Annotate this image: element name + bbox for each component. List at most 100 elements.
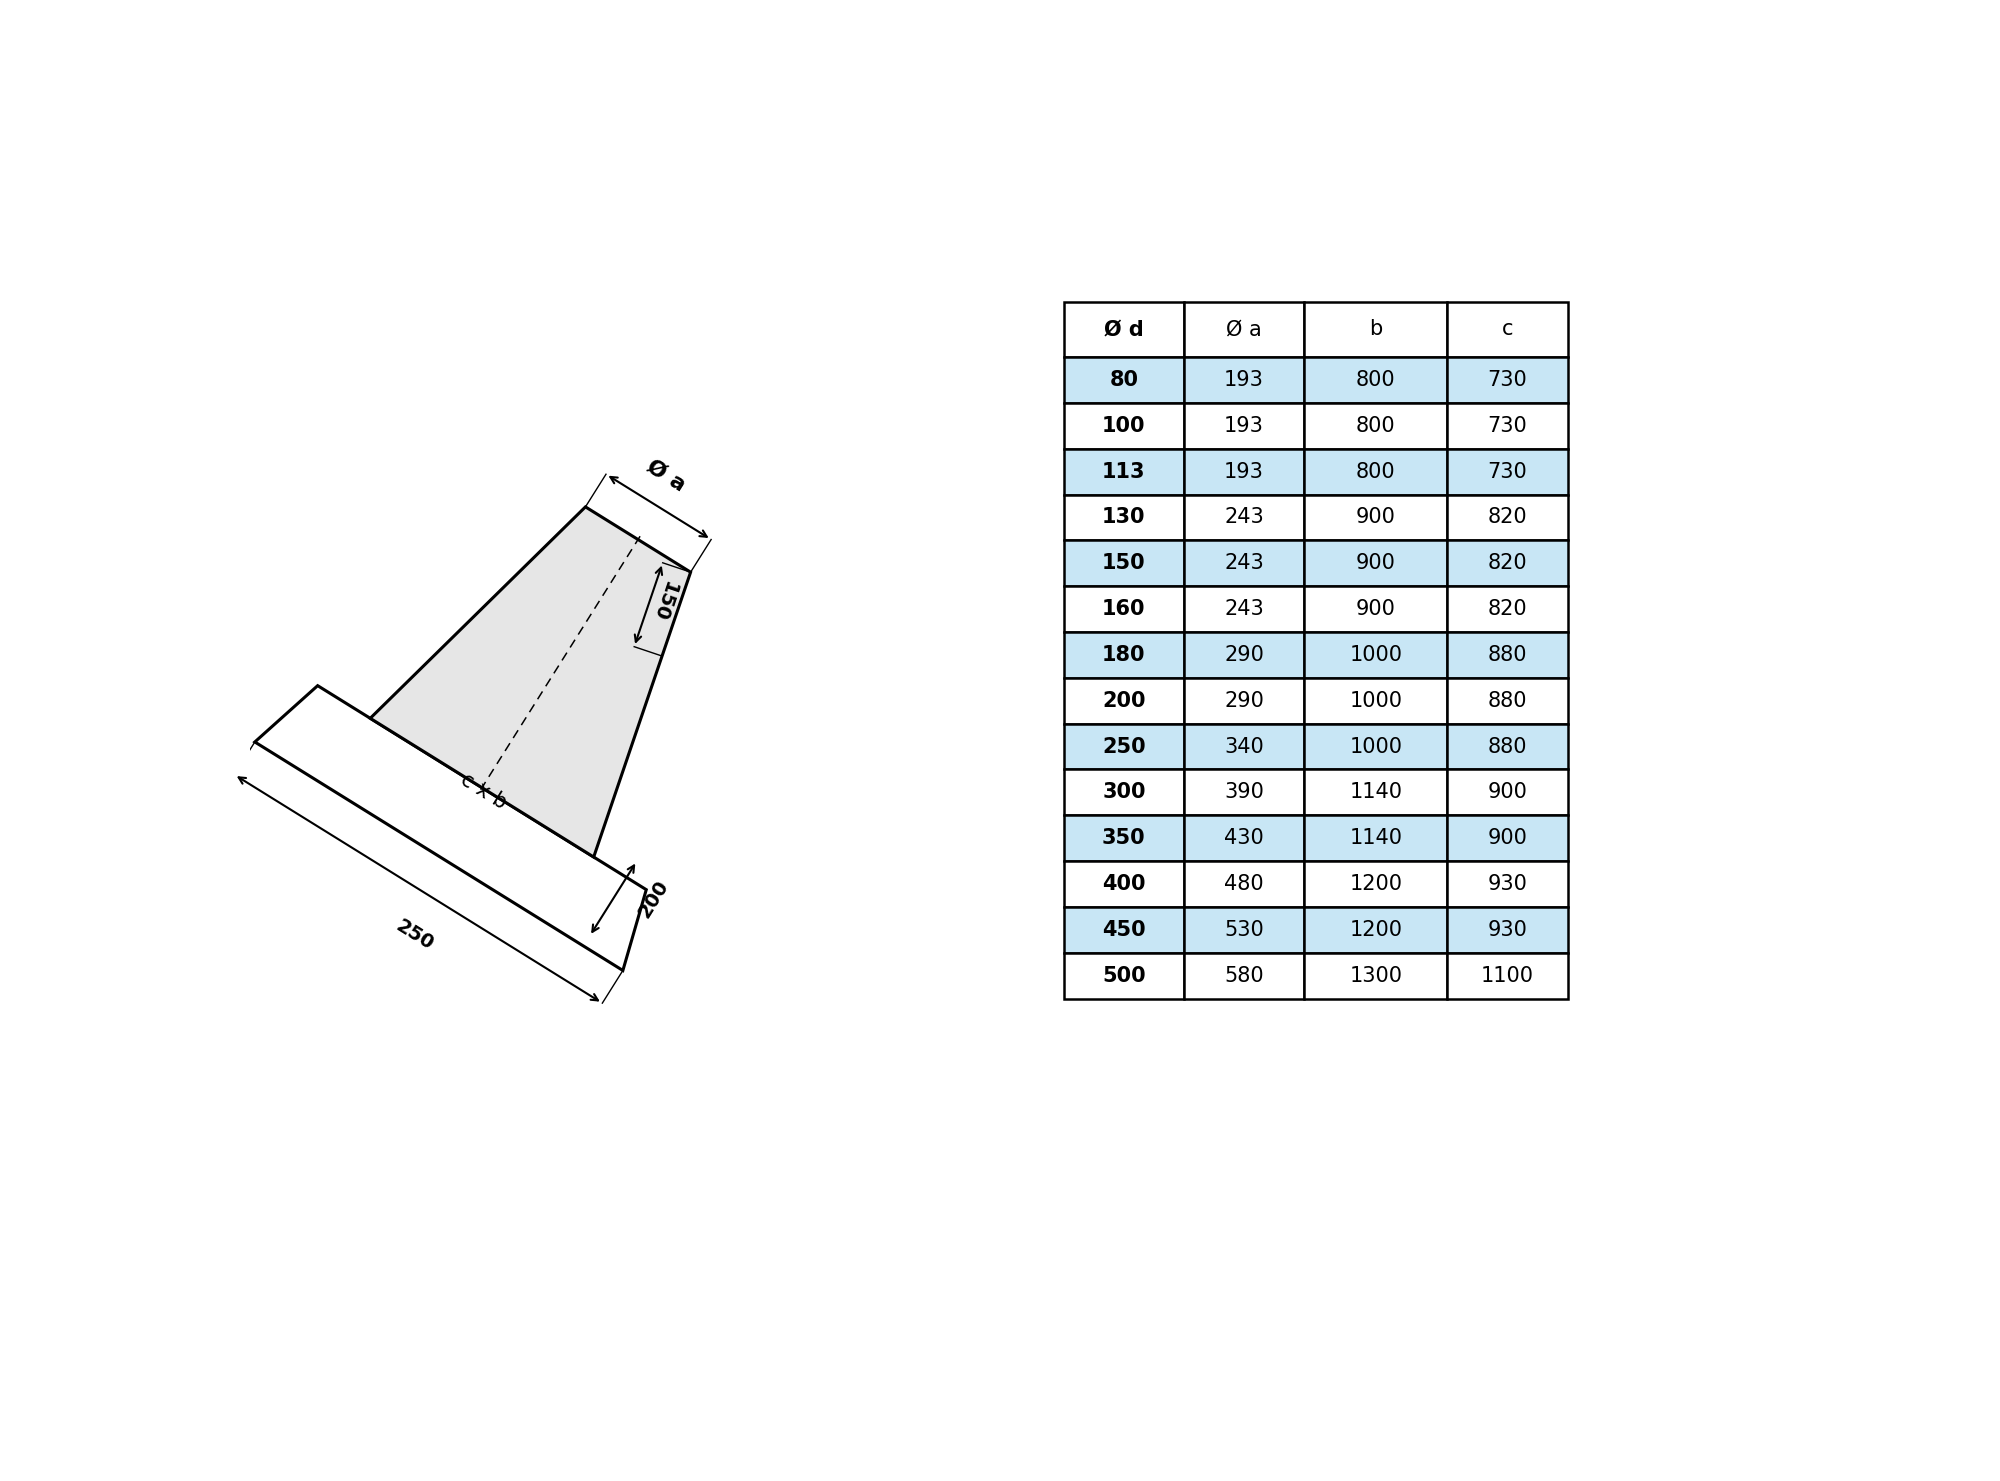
- Text: Ø a: Ø a: [642, 456, 688, 495]
- FancyBboxPatch shape: [1184, 403, 1304, 449]
- FancyBboxPatch shape: [1064, 632, 1184, 678]
- Polygon shape: [370, 507, 690, 857]
- Text: 800: 800: [1356, 416, 1396, 435]
- FancyBboxPatch shape: [1304, 815, 1448, 860]
- FancyBboxPatch shape: [1064, 678, 1184, 724]
- FancyBboxPatch shape: [1184, 357, 1304, 403]
- FancyBboxPatch shape: [1304, 449, 1448, 495]
- FancyBboxPatch shape: [1448, 678, 1568, 724]
- FancyBboxPatch shape: [1184, 495, 1304, 541]
- Text: 193: 193: [1224, 462, 1264, 481]
- FancyBboxPatch shape: [1184, 770, 1304, 815]
- FancyBboxPatch shape: [1304, 302, 1448, 357]
- FancyBboxPatch shape: [1184, 860, 1304, 906]
- FancyBboxPatch shape: [1064, 586, 1184, 632]
- FancyBboxPatch shape: [1448, 586, 1568, 632]
- FancyBboxPatch shape: [1184, 906, 1304, 952]
- FancyBboxPatch shape: [1304, 357, 1448, 403]
- Text: 580: 580: [1224, 966, 1264, 986]
- Text: 450: 450: [1102, 920, 1146, 940]
- Text: 730: 730: [1488, 462, 1528, 481]
- Text: 930: 930: [1488, 920, 1528, 940]
- FancyBboxPatch shape: [1064, 724, 1184, 770]
- FancyBboxPatch shape: [1064, 449, 1184, 495]
- Text: 1100: 1100: [1480, 966, 1534, 986]
- Text: 243: 243: [1224, 508, 1264, 527]
- Text: 113: 113: [1102, 462, 1146, 481]
- Text: 500: 500: [1102, 966, 1146, 986]
- Text: 880: 880: [1488, 690, 1528, 711]
- FancyBboxPatch shape: [1064, 906, 1184, 952]
- FancyBboxPatch shape: [1448, 952, 1568, 998]
- Text: 480: 480: [1224, 874, 1264, 895]
- FancyBboxPatch shape: [1448, 357, 1568, 403]
- Text: 820: 820: [1488, 508, 1528, 527]
- FancyBboxPatch shape: [1448, 302, 1568, 357]
- Text: 820: 820: [1488, 600, 1528, 619]
- Text: c x b: c x b: [456, 769, 510, 813]
- Text: 1140: 1140: [1350, 782, 1402, 803]
- FancyBboxPatch shape: [1448, 541, 1568, 586]
- Text: 300: 300: [1102, 782, 1146, 803]
- Text: 900: 900: [1488, 782, 1528, 803]
- Text: c: c: [1502, 320, 1514, 339]
- FancyBboxPatch shape: [1064, 541, 1184, 586]
- Text: 150: 150: [1102, 554, 1146, 573]
- FancyBboxPatch shape: [1304, 403, 1448, 449]
- FancyBboxPatch shape: [1184, 541, 1304, 586]
- Text: 390: 390: [1224, 782, 1264, 803]
- Text: 900: 900: [1356, 554, 1396, 573]
- FancyBboxPatch shape: [1304, 632, 1448, 678]
- FancyBboxPatch shape: [1304, 586, 1448, 632]
- FancyBboxPatch shape: [1304, 678, 1448, 724]
- FancyBboxPatch shape: [1184, 724, 1304, 770]
- FancyBboxPatch shape: [1064, 860, 1184, 906]
- FancyBboxPatch shape: [1448, 815, 1568, 860]
- Text: 180: 180: [1102, 644, 1146, 665]
- Text: 1140: 1140: [1350, 828, 1402, 849]
- Text: 1000: 1000: [1350, 690, 1402, 711]
- Text: 1000: 1000: [1350, 736, 1402, 757]
- FancyBboxPatch shape: [1184, 449, 1304, 495]
- Text: 130: 130: [1102, 508, 1146, 527]
- FancyBboxPatch shape: [1184, 815, 1304, 860]
- Text: 100: 100: [1102, 416, 1146, 435]
- Text: 1000: 1000: [1350, 644, 1402, 665]
- Text: 243: 243: [1224, 600, 1264, 619]
- FancyBboxPatch shape: [1184, 632, 1304, 678]
- FancyBboxPatch shape: [1448, 403, 1568, 449]
- FancyBboxPatch shape: [1448, 860, 1568, 906]
- Text: 250: 250: [392, 915, 436, 954]
- FancyBboxPatch shape: [1064, 357, 1184, 403]
- Text: 900: 900: [1356, 600, 1396, 619]
- FancyBboxPatch shape: [1064, 952, 1184, 998]
- FancyBboxPatch shape: [1304, 860, 1448, 906]
- Text: 930: 930: [1488, 874, 1528, 895]
- Text: Ø a: Ø a: [1226, 320, 1262, 339]
- FancyBboxPatch shape: [1448, 770, 1568, 815]
- Text: b: b: [1370, 320, 1382, 339]
- FancyBboxPatch shape: [1304, 495, 1448, 541]
- FancyBboxPatch shape: [1448, 632, 1568, 678]
- Text: 880: 880: [1488, 736, 1528, 757]
- Text: 200: 200: [1102, 690, 1146, 711]
- Text: 160: 160: [1102, 600, 1146, 619]
- Text: 1200: 1200: [1350, 874, 1402, 895]
- Text: 200: 200: [634, 877, 672, 921]
- Text: 250: 250: [1102, 736, 1146, 757]
- Text: 193: 193: [1224, 416, 1264, 435]
- Text: 900: 900: [1356, 508, 1396, 527]
- FancyBboxPatch shape: [1184, 586, 1304, 632]
- FancyBboxPatch shape: [1448, 906, 1568, 952]
- Text: 880: 880: [1488, 644, 1528, 665]
- FancyBboxPatch shape: [1064, 770, 1184, 815]
- Text: 1300: 1300: [1350, 966, 1402, 986]
- Text: 150: 150: [648, 579, 680, 624]
- Text: 80: 80: [1110, 370, 1138, 390]
- FancyBboxPatch shape: [1064, 403, 1184, 449]
- FancyBboxPatch shape: [1304, 952, 1448, 998]
- FancyBboxPatch shape: [1304, 770, 1448, 815]
- Text: 820: 820: [1488, 554, 1528, 573]
- FancyBboxPatch shape: [1304, 541, 1448, 586]
- Text: 243: 243: [1224, 554, 1264, 573]
